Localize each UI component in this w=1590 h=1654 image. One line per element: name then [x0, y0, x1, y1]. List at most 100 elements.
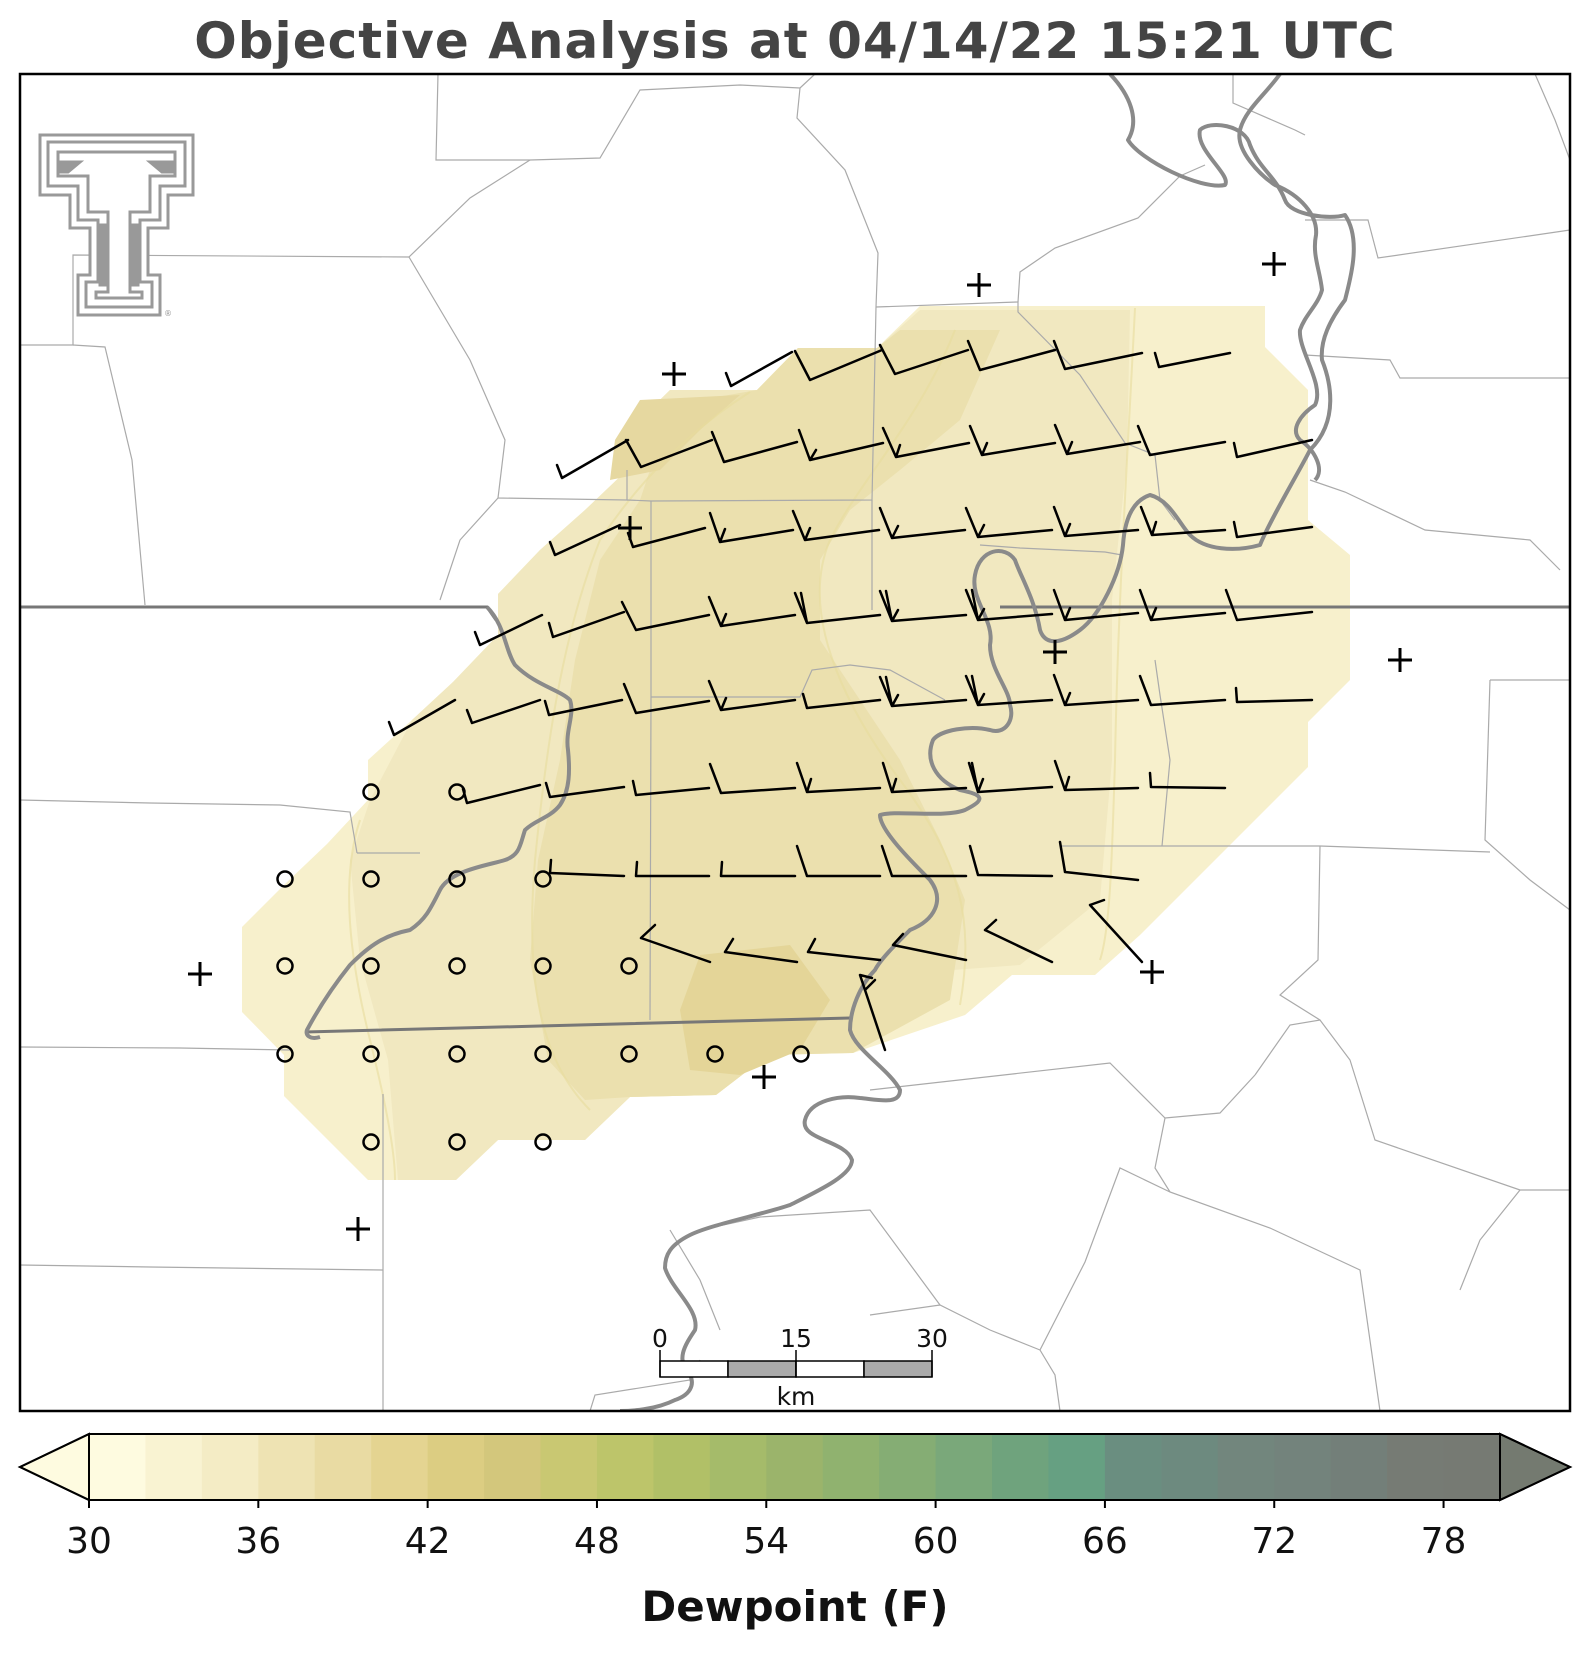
- calm-wind-circle: [448, 1045, 466, 1063]
- colorbar-segment: [314, 1434, 372, 1500]
- wind-barb: [639, 923, 712, 964]
- wind-barb: [795, 761, 882, 794]
- wind-barb: [793, 591, 882, 625]
- wind-barb: [968, 424, 1057, 457]
- colorbar-segment: [879, 1434, 937, 1500]
- scale-unit: km: [777, 1382, 816, 1411]
- wind-barb: [1232, 520, 1314, 539]
- station-plus-marker: [662, 362, 686, 386]
- texas-tech-double-t-logo: ®: [38, 133, 195, 318]
- colorbar-segment: [1161, 1434, 1219, 1500]
- calm-wind-circle: [448, 870, 466, 888]
- wind-barb: [708, 511, 795, 544]
- colorbar-tick-label: 60: [913, 1521, 959, 1562]
- calm-wind-circle: [448, 957, 466, 975]
- wind-barb: [707, 595, 797, 628]
- wind-barb: [1153, 351, 1232, 369]
- calm-wind-circle: [534, 1133, 552, 1151]
- colorbar-segment: [201, 1434, 259, 1500]
- svg-text:®: ®: [164, 309, 172, 318]
- colorbar-tick-label: 72: [1251, 1521, 1297, 1562]
- colorbar-segment: [1104, 1434, 1162, 1500]
- colorbar-segment: [371, 1434, 429, 1500]
- calm-wind-circle: [620, 957, 638, 975]
- river-lines: [304, 74, 1356, 1411]
- wind-barb: [547, 610, 626, 639]
- colorbar-tick-label: 66: [1082, 1521, 1128, 1562]
- county-boundaries: [20, 74, 1570, 1411]
- wind-barbs: [387, 339, 1314, 1052]
- wind-barb: [881, 426, 971, 459]
- wind-barb: [1234, 686, 1314, 704]
- wind-barb: [1232, 438, 1314, 459]
- station-markers: [188, 252, 1412, 1241]
- wind-barb: [1136, 424, 1227, 457]
- colorbar-segment: [596, 1434, 654, 1500]
- dewpoint-region: [680, 945, 830, 1075]
- colorbar-segment: [822, 1434, 880, 1500]
- map-frame: [18, 72, 1572, 1413]
- dewpoint-region: [530, 330, 1000, 1100]
- wind-barb: [723, 937, 799, 964]
- calm-wind-circle: [276, 870, 294, 888]
- wind-barb: [983, 918, 1054, 964]
- wind-barb: [626, 526, 707, 549]
- wind-barb: [719, 860, 797, 878]
- wind-barb: [967, 761, 1054, 794]
- wind-barb: [1058, 840, 1140, 882]
- wind-barb: [891, 932, 968, 962]
- colorbar-segment: [766, 1434, 824, 1500]
- colorbar-segment: [1274, 1434, 1332, 1500]
- wind-barb: [631, 779, 711, 797]
- colorbar-segment: [1387, 1434, 1445, 1500]
- wind-barb: [964, 588, 1054, 622]
- wind-barb: [791, 509, 881, 542]
- colorbar-segment: [145, 1434, 203, 1500]
- wind-barb: [966, 339, 1057, 372]
- wind-barb: [461, 783, 542, 805]
- calm-wind-circle: [362, 1045, 380, 1063]
- wind-barb: [620, 600, 711, 632]
- calm-wind-circle: [792, 1045, 810, 1063]
- wind-barb: [548, 523, 622, 557]
- wind-barb: [1088, 898, 1144, 964]
- wind-barb: [387, 698, 457, 737]
- calm-wind-circle: [534, 957, 552, 975]
- calm-wind-circle: [534, 870, 552, 888]
- calm-wind-circle: [362, 783, 380, 801]
- station-plus-marker: [346, 1217, 370, 1241]
- colorbar-segment: [484, 1434, 542, 1500]
- colorbar-segment: [992, 1434, 1050, 1500]
- wind-barb: [880, 844, 968, 878]
- wind-barb: [1052, 339, 1144, 371]
- wind-barb: [710, 430, 799, 464]
- wind-barb: [801, 692, 882, 710]
- station-plus-marker: [1388, 648, 1412, 672]
- wind-barb: [1224, 588, 1314, 622]
- scale-tick-30: 30: [916, 1324, 948, 1353]
- wind-barb: [968, 844, 1054, 878]
- map-panel[interactable]: ®: [0, 0, 1590, 1440]
- scale-tick-0: 0: [652, 1324, 668, 1353]
- calm-wind-circle: [362, 1133, 380, 1151]
- calm-wind-markers: [276, 783, 810, 1151]
- dewpoint-region: [610, 395, 740, 480]
- station-plus-marker: [752, 1065, 776, 1089]
- station-plus-marker: [1043, 640, 1067, 664]
- scale-bar: 0 15 30 km: [652, 1324, 948, 1411]
- calm-wind-circle: [276, 1045, 294, 1063]
- colorbar-tick-label: 48: [574, 1521, 620, 1562]
- wind-barb: [1138, 588, 1227, 622]
- wind-barb: [1052, 588, 1140, 622]
- wind-barb: [795, 844, 882, 878]
- calm-wind-circle: [620, 1045, 638, 1063]
- wind-barb: [1138, 674, 1227, 707]
- dewpoint-contours: [348, 307, 1136, 1181]
- colorbar-segment: [89, 1434, 147, 1500]
- colorbar-segment: [1443, 1434, 1501, 1500]
- colorbar-segment: [1217, 1434, 1275, 1500]
- wind-barb: [707, 679, 797, 712]
- colorbar-segment: [427, 1434, 485, 1500]
- colorbar-segment: [653, 1434, 711, 1500]
- wind-barb: [634, 860, 711, 878]
